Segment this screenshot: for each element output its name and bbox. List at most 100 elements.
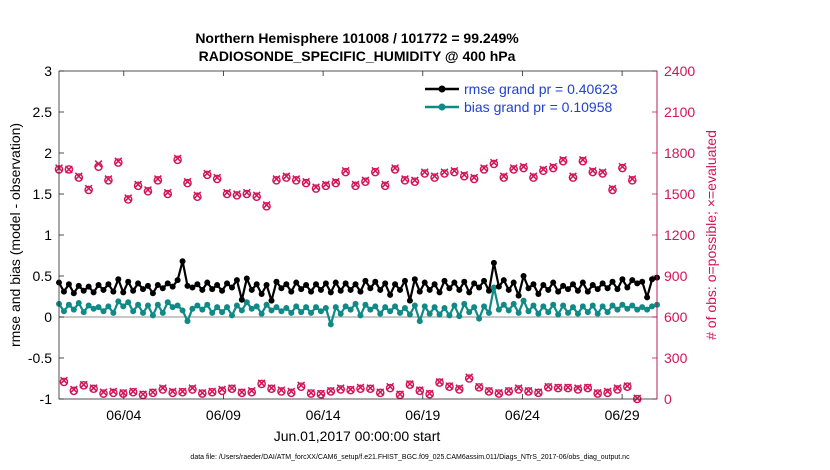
rmse-point	[263, 282, 270, 289]
obs-evaluated-point	[376, 388, 385, 397]
rmse-point	[149, 290, 156, 297]
obs-evaluated-point	[445, 382, 454, 390]
legend: rmse grand pr = 0.40623 bias grand pr = …	[425, 81, 618, 115]
rmse-point	[273, 278, 280, 285]
bias-point	[461, 300, 468, 307]
obs-possible-point	[153, 176, 163, 185]
rmse-point	[535, 291, 542, 298]
bias-point	[520, 297, 527, 304]
bias-point	[495, 306, 502, 313]
obs-possible-point	[262, 201, 271, 211]
y-axis-right-label: # of obs: o=possible; ×=evaluated	[703, 130, 719, 340]
x-tick-label: 06/24	[505, 407, 540, 423]
obs-possible-point	[603, 388, 612, 398]
obs-possible-point	[109, 388, 118, 398]
obs-possible-point	[148, 388, 158, 398]
obs-possible-point	[99, 389, 108, 398]
obs-evaluated-point	[509, 164, 518, 172]
rmse-point	[352, 281, 359, 288]
rmse-point	[278, 285, 285, 292]
bias-point	[446, 312, 453, 319]
rmse-point	[120, 289, 127, 296]
obs-possible-point	[385, 383, 395, 393]
bias-point	[614, 306, 621, 313]
rmse-point	[308, 288, 315, 295]
obs-evaluated-point	[257, 379, 266, 388]
rmse-point	[283, 281, 290, 288]
rmse-point	[357, 288, 364, 295]
rmse-point	[466, 289, 473, 296]
right-tick-label: 1800	[664, 145, 695, 161]
rmse-point	[372, 278, 379, 285]
rmse-point	[540, 282, 547, 289]
obs-possible-point	[410, 177, 420, 186]
obs-evaluated-point	[232, 190, 241, 198]
obs-possible-point	[400, 176, 410, 185]
bias-point	[589, 302, 596, 309]
bias-point	[500, 301, 507, 308]
x-tick-label: 06/09	[206, 407, 241, 423]
rmse-series	[56, 258, 660, 304]
rmse-point	[362, 277, 369, 284]
obs-evaluated-point	[351, 180, 360, 189]
left-tick-label: 0	[44, 309, 52, 325]
obs-possible-point	[114, 158, 123, 167]
left-tick-label: 3	[44, 63, 52, 79]
obs-evaluated-point	[465, 373, 474, 382]
right-tick-label: 600	[664, 309, 688, 325]
y-axis-left-label: rmse and bias (model - observation)	[7, 123, 23, 347]
obs-evaluated-point	[494, 388, 503, 397]
bias-point	[322, 304, 329, 311]
rmse-point	[505, 286, 512, 293]
chart-subtitle: RADIOSONDE_SPECIFIC_HUMIDITY @ 400 hPa	[199, 48, 516, 64]
rmse-point	[649, 276, 656, 283]
obs-possible-point	[291, 176, 301, 185]
obs-possible-point	[202, 170, 212, 180]
rmse-point	[60, 288, 67, 295]
obs-possible-point	[183, 178, 192, 188]
obs-evaluated-point	[554, 383, 563, 392]
rmse-point	[322, 280, 329, 287]
obs-possible-point	[464, 374, 474, 383]
obs-evaluated-point	[336, 384, 345, 392]
obs-possible-point	[529, 173, 538, 182]
obs-possible-point	[79, 381, 89, 390]
bias-point	[565, 309, 572, 316]
rmse-point	[135, 280, 142, 287]
bias-point	[481, 303, 488, 310]
x-tick-label: 06/19	[405, 407, 440, 423]
obs-possible-point	[380, 181, 390, 191]
bias-series	[56, 284, 660, 328]
obs-evaluated-point	[410, 176, 419, 185]
bias-point	[85, 302, 92, 309]
rmse-point	[115, 276, 122, 283]
rmse-point	[258, 291, 265, 298]
bias-point	[505, 307, 512, 314]
obs-possible-point	[247, 387, 257, 397]
obs-possible-point	[326, 387, 336, 396]
rmse-point	[426, 286, 433, 293]
obs-possible-point	[277, 387, 286, 396]
left-tick-label: 2	[44, 145, 52, 161]
obs-possible-point	[563, 383, 573, 393]
obs-evaluated-point	[618, 162, 627, 171]
rmse-point	[164, 280, 171, 287]
rmse-point	[194, 281, 201, 288]
rmse-point	[629, 277, 636, 284]
rmse-point	[110, 288, 117, 295]
bias-point	[634, 306, 641, 313]
obs-possible-point	[539, 166, 548, 176]
bias-point	[629, 302, 636, 309]
obs-evaluated-point	[69, 385, 78, 394]
bias-point	[268, 307, 275, 314]
bias-point	[169, 304, 176, 311]
bias-point	[189, 305, 196, 312]
obs-evaluated-point	[178, 387, 187, 396]
obs-evaluated-point	[287, 387, 296, 396]
rmse-point	[293, 279, 300, 286]
rmse-point	[204, 279, 211, 286]
obs-possible-point	[430, 173, 439, 182]
obs-evaluated-point	[430, 172, 439, 181]
left-tick-label: 0.5	[33, 268, 53, 284]
